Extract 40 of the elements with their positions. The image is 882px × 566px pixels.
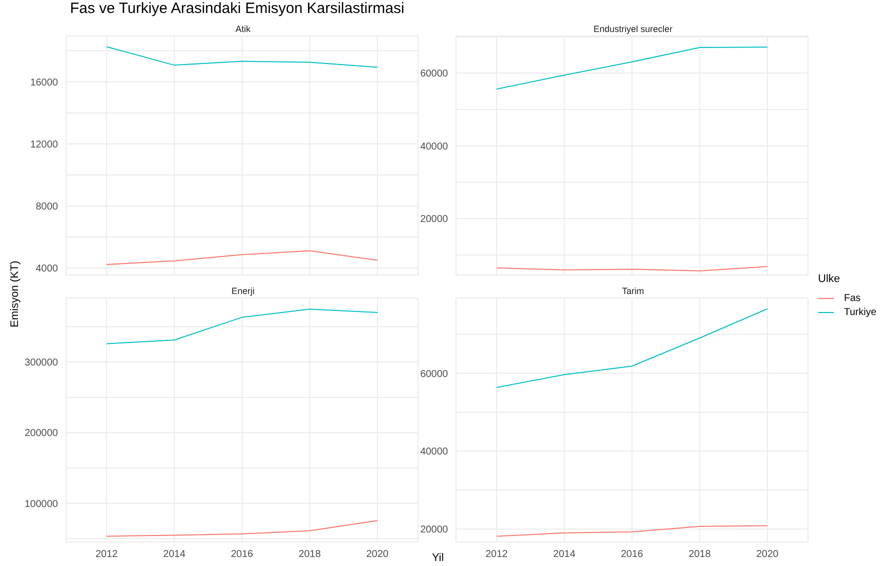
y-tick-label: 60000 bbox=[420, 68, 448, 80]
y-tick-label: 40000 bbox=[420, 446, 448, 458]
y-tick-label: 40000 bbox=[420, 141, 448, 152]
x-tick-label: 2014 bbox=[553, 549, 576, 560]
legend-title: Ulke bbox=[818, 273, 842, 285]
x-tick-label: 2012 bbox=[485, 549, 508, 560]
line-series bbox=[106, 46, 378, 68]
y-tick-label: 8000 bbox=[36, 201, 58, 212]
chart-subtitle: Atik bbox=[234, 24, 252, 34]
y-tick-label: 100000 bbox=[24, 498, 58, 510]
x-tick-label: 2016 bbox=[230, 549, 254, 560]
x-tick-label: 2014 bbox=[163, 549, 186, 560]
y-tick-label: 20000 bbox=[420, 214, 448, 226]
line-series bbox=[496, 525, 768, 537]
line-series bbox=[106, 308, 378, 344]
chart-subtitle: Enerji bbox=[230, 286, 256, 296]
y-tick-label: 60000 bbox=[420, 368, 448, 380]
x-tick-label: 2020 bbox=[366, 549, 389, 560]
y-axis-title: Emisyon (KT) bbox=[9, 260, 21, 330]
line-series bbox=[106, 250, 378, 265]
chart-subtitle: Endustriyel surecler bbox=[592, 24, 674, 34]
chart-title: Fas ve Turkiye Arasindaki Emisyon Karsilastirmasi bbox=[70, 0, 404, 17]
y-tick-label: 20000 bbox=[420, 524, 448, 536]
y-tick-label: 4000 bbox=[36, 264, 58, 275]
x-tick-label: 2016 bbox=[620, 549, 644, 560]
y-tick-label: 200000 bbox=[24, 428, 58, 440]
x-tick-label: 2012 bbox=[95, 549, 118, 560]
x-tick-label: 2018 bbox=[688, 549, 712, 560]
line-series bbox=[496, 46, 768, 90]
x-tick-label: 2018 bbox=[298, 549, 322, 560]
x-axis-title: Yil bbox=[432, 552, 444, 564]
x-tick-label: 2020 bbox=[756, 549, 779, 560]
chart-subtitle: Tarim bbox=[621, 286, 645, 296]
y-tick-label: 12000 bbox=[30, 139, 58, 150]
legend-label: Turkiye bbox=[844, 306, 876, 318]
y-tick-label: 16000 bbox=[30, 77, 58, 88]
line-series bbox=[496, 308, 768, 388]
legend-label: Fas bbox=[844, 292, 861, 304]
y-tick-label: 300000 bbox=[24, 358, 58, 369]
line-series bbox=[106, 520, 378, 537]
